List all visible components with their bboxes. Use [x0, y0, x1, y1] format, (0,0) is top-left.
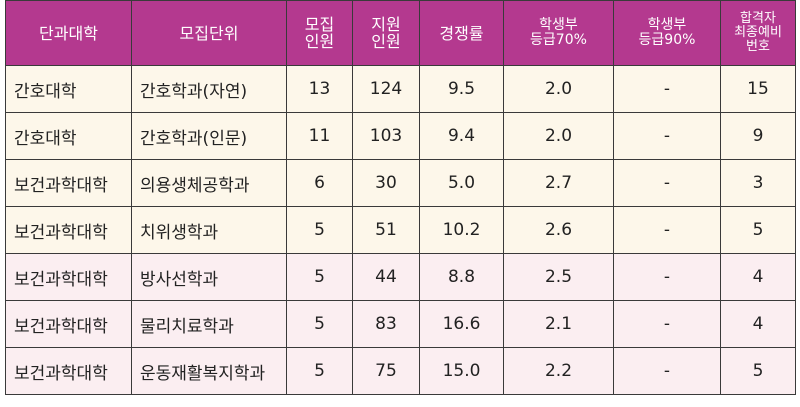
cell-college: 보건과학대학 [5, 159, 132, 207]
header-college: 단과대학 [5, 0, 132, 66]
header-waitlist: 합격자 최종예비 번호 [720, 0, 796, 66]
cell-grade70: 2.6 [503, 206, 614, 254]
header-ratio: 경쟁률 [419, 0, 504, 66]
header-row: 단과대학 모집단위 모집 인원 지원 인원 경쟁률 학생부 등급70% 학생부 [5, 0, 796, 66]
cell-college: 간호대학 [5, 112, 132, 160]
cell-recruit: 5 [286, 347, 353, 395]
cell-grade90: - [613, 65, 721, 113]
cell-grade70: 2.0 [503, 65, 614, 113]
cell-grade90: - [613, 206, 721, 254]
cell-college: 보건과학대학 [5, 347, 132, 395]
cell-ratio: 5.0 [419, 159, 504, 207]
cell-waitlist: 4 [720, 253, 796, 301]
table-row: 보건과학대학 의용생체공학과 6 30 5.0 2.7 - 3 [5, 159, 796, 207]
cell-waitlist: 9 [720, 112, 796, 160]
table-row: 보건과학대학 운동재활복지학과 5 75 15.0 2.2 - 5 [5, 347, 796, 395]
table-row: 간호대학 간호학과(자연) 13 124 9.5 2.0 - 15 [5, 65, 796, 113]
cell-applicants: 124 [352, 65, 420, 113]
cell-recruit: 13 [286, 65, 353, 113]
cell-college: 간호대학 [5, 65, 132, 113]
cell-college: 보건과학대학 [5, 253, 132, 301]
cell-ratio: 8.8 [419, 253, 504, 301]
cell-recruit: 11 [286, 112, 353, 160]
header-unit: 모집단위 [131, 0, 287, 66]
table-row: 보건과학대학 치위생학과 5 51 10.2 2.6 - 5 [5, 206, 796, 254]
cell-waitlist: 5 [720, 206, 796, 254]
cell-waitlist: 4 [720, 300, 796, 348]
table-row: 간호대학 간호학과(인문) 11 103 9.4 2.0 - 9 [5, 112, 796, 160]
header-recruit: 모집 인원 [286, 0, 353, 66]
cell-unit: 방사선학과 [131, 253, 287, 301]
cell-unit: 간호학과(자연) [131, 65, 287, 113]
cell-unit: 간호학과(인문) [131, 112, 287, 160]
cell-waitlist: 3 [720, 159, 796, 207]
cell-grade90: - [613, 253, 721, 301]
cell-applicants: 44 [352, 253, 420, 301]
cell-waitlist: 15 [720, 65, 796, 113]
cell-grade70: 2.1 [503, 300, 614, 348]
cell-recruit: 5 [286, 206, 353, 254]
cell-waitlist: 5 [720, 347, 796, 395]
cell-unit: 물리치료학과 [131, 300, 287, 348]
header-applicants: 지원 인원 [352, 0, 420, 66]
cell-grade70: 2.5 [503, 253, 614, 301]
table-row: 보건과학대학 물리치료학과 5 83 16.6 2.1 - 4 [5, 300, 796, 348]
cell-applicants: 75 [352, 347, 420, 395]
table-row: 보건과학대학 방사선학과 5 44 8.8 2.5 - 4 [5, 253, 796, 301]
cell-applicants: 51 [352, 206, 420, 254]
cell-unit: 치위생학과 [131, 206, 287, 254]
cell-recruit: 6 [286, 159, 353, 207]
admissions-table: 단과대학 모집단위 모집 인원 지원 인원 경쟁률 학생부 등급70% 학생부 [5, 0, 796, 395]
cell-grade90: - [613, 347, 721, 395]
cell-grade90: - [613, 300, 721, 348]
cell-grade70: 2.2 [503, 347, 614, 395]
cell-recruit: 5 [286, 300, 353, 348]
cell-applicants: 30 [352, 159, 420, 207]
header-grade70: 학생부 등급70% [503, 0, 614, 66]
cell-ratio: 9.5 [419, 65, 504, 113]
cell-grade70: 2.0 [503, 112, 614, 160]
cell-unit: 운동재활복지학과 [131, 347, 287, 395]
cell-ratio: 9.4 [419, 112, 504, 160]
cell-recruit: 5 [286, 253, 353, 301]
cell-applicants: 83 [352, 300, 420, 348]
cell-applicants: 103 [352, 112, 420, 160]
cell-ratio: 16.6 [419, 300, 504, 348]
header-grade90: 학생부 등급90% [613, 0, 721, 66]
cell-unit: 의용생체공학과 [131, 159, 287, 207]
cell-grade90: - [613, 112, 721, 160]
cell-ratio: 15.0 [419, 347, 504, 395]
cell-ratio: 10.2 [419, 206, 504, 254]
cell-college: 보건과학대학 [5, 206, 132, 254]
cell-college: 보건과학대학 [5, 300, 132, 348]
cell-grade70: 2.7 [503, 159, 614, 207]
cell-grade90: - [613, 159, 721, 207]
